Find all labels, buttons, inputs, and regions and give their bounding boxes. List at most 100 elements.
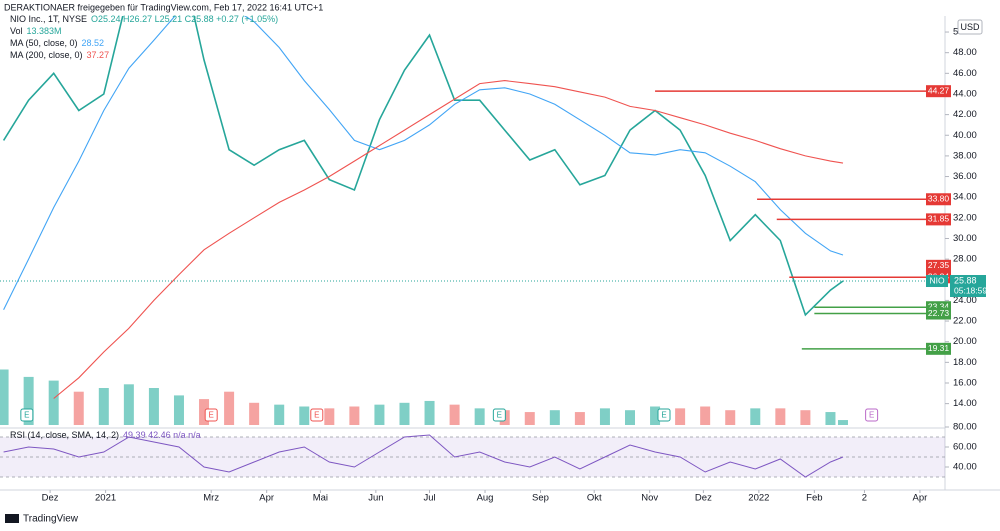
- volume-bar: [599, 408, 610, 425]
- y-tick-label: 34.00: [953, 192, 977, 203]
- earnings-marker: [310, 408, 324, 422]
- x-tick-label: Apr: [913, 493, 928, 504]
- x-tick-label: Jul: [423, 493, 435, 504]
- volume-bar: [324, 408, 335, 425]
- volume-bar: [0, 369, 9, 425]
- earnings-marker: [657, 408, 671, 422]
- volume-bar: [249, 402, 260, 425]
- volume-bar: [299, 406, 310, 425]
- volume-bar: [123, 384, 134, 425]
- currency: USD: [960, 22, 980, 32]
- x-tick-label: 2021: [95, 493, 116, 504]
- last-price-box: [950, 275, 986, 298]
- volume-bar: [424, 400, 435, 425]
- volume-bar: [224, 391, 235, 425]
- y-tick-label: 20.00: [953, 336, 977, 347]
- level-label: 19.31: [928, 343, 950, 353]
- earnings-marker: [204, 408, 218, 422]
- earnings-marker: [865, 408, 879, 422]
- y-tick-label: 32.00: [953, 212, 977, 223]
- legend-name: NIO Inc., 1T, NYSE: [10, 14, 87, 24]
- volume-bar: [725, 410, 736, 425]
- volume-bar: [274, 404, 285, 425]
- y-tick-label: 40.00: [953, 462, 977, 473]
- y-tick-label: 16.00: [953, 378, 977, 389]
- level-label: 33.80: [928, 194, 950, 204]
- volume-bar: [73, 391, 84, 425]
- y-tick-label: 36.00: [953, 171, 977, 182]
- rsi-pane: [0, 434, 945, 478]
- level-box: [926, 193, 951, 206]
- currency-box[interactable]: [957, 19, 983, 35]
- legend-entry: MA (200, close, 0) 37.27: [10, 50, 109, 60]
- price-line: [2, 16, 844, 317]
- level-label: 31.85: [928, 214, 950, 224]
- y-tick-label: 48.00: [953, 47, 977, 58]
- x-tick-label: Apr: [259, 493, 274, 504]
- volume-bar: [449, 404, 460, 425]
- volume-bar: [399, 402, 410, 425]
- volume-bar: [98, 388, 109, 425]
- x-tick-label: Okt: [587, 493, 602, 504]
- y-tick-label: 30.00: [953, 233, 977, 244]
- legend-entry: Vol 13.383M: [10, 26, 62, 36]
- y-tick-label: 46.00: [953, 68, 977, 79]
- level-label: 22.73: [928, 308, 950, 318]
- level-label: 23.34: [928, 301, 950, 311]
- volume-bar: [825, 412, 836, 425]
- y-tick-label: 22.00: [953, 316, 977, 327]
- earnings-label: E: [661, 411, 666, 420]
- level-box: [926, 259, 951, 272]
- volume-bar: [574, 412, 585, 425]
- earnings-marker: [492, 408, 506, 422]
- level-label: 27.35: [928, 260, 950, 270]
- x-tick-label: Jun: [368, 493, 383, 504]
- level-box: [926, 213, 951, 226]
- volume-bar: [650, 406, 661, 425]
- x-tick-label: 2: [862, 493, 867, 504]
- y-tick-label: 60.00: [953, 442, 977, 453]
- volume-bar: [474, 408, 485, 425]
- y-tick-label: 40.00: [953, 130, 977, 141]
- x-tick-label: Mai: [313, 493, 328, 504]
- earnings-marker: [20, 408, 34, 422]
- volume-bar: [837, 420, 848, 425]
- last-price-label: 25.88: [954, 275, 977, 285]
- level-label: 44.27: [928, 85, 950, 95]
- earnings-label: E: [314, 411, 319, 420]
- legend-name: MA (50, close, 0): [10, 38, 78, 48]
- x-tick-label: Aug: [477, 493, 494, 504]
- symbol-label: NIO: [929, 275, 945, 285]
- y-tick-label: 14.00: [953, 398, 977, 409]
- legend-readout: 13.383M: [27, 26, 62, 36]
- moving-average: [53, 80, 844, 399]
- x-tick-label: 2022: [748, 493, 769, 504]
- level-box: [926, 85, 951, 98]
- level-box: [926, 342, 951, 355]
- volume-bar: [148, 388, 159, 425]
- y-tick-label: 80.00: [953, 422, 977, 433]
- volume-bar: [549, 410, 560, 425]
- y-tick-label: 38.00: [953, 150, 977, 161]
- volume-bar: [173, 395, 184, 425]
- top-layer: 14.0016.0018.0020.0022.0024.0026.0028.00…: [10, 14, 987, 503]
- level-box: [926, 307, 951, 320]
- y-tick-label: 18.00: [953, 357, 977, 368]
- legend-readout: 37.27: [87, 50, 110, 60]
- volume-bar: [23, 376, 34, 425]
- volume-bar: [700, 406, 711, 425]
- symbol-box: [926, 275, 948, 288]
- volume-bar: [625, 410, 635, 425]
- moving-average: [3, 16, 844, 310]
- legend-readout: O25.24 H26.27 L25.21 C25.88 +0.27 (+1.05…: [91, 14, 278, 24]
- volume-bar: [374, 404, 385, 425]
- legend-entry: NIO Inc., 1T, NYSE O25.24 H26.27 L25.21 C…: [10, 14, 278, 24]
- legend-readout: 49.39 42.46 n/a n/a: [123, 430, 201, 440]
- x-tick-label: Feb: [806, 493, 822, 504]
- volume-bar: [675, 408, 686, 425]
- y-tick-label: 24.00: [953, 295, 977, 306]
- header: DERAKTIONAER freigegeben für TradingView…: [4, 2, 323, 12]
- price-pane: [0, 16, 945, 425]
- volume-bar: [48, 380, 59, 425]
